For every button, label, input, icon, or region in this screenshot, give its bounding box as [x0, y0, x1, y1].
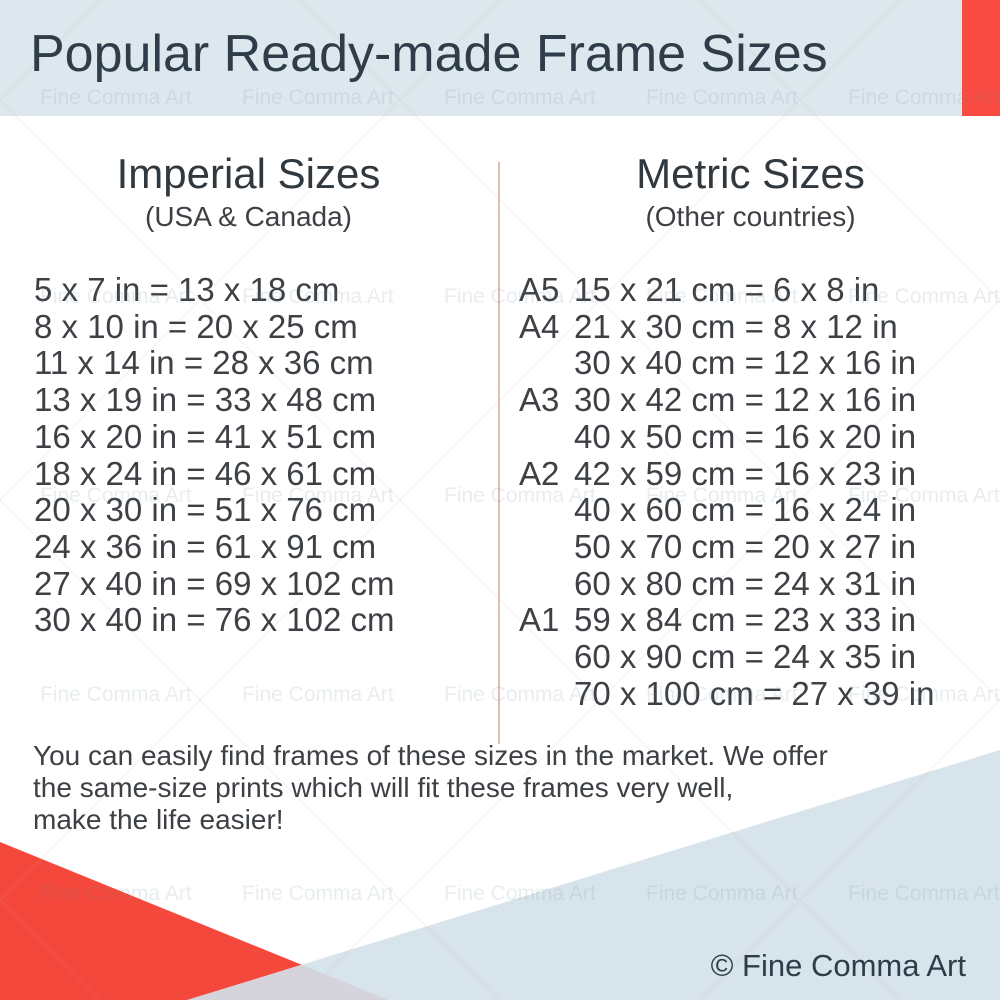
blue-triangle-bottom [187, 750, 1000, 1000]
metric-column: Metric Sizes (Other countries) [501, 150, 1000, 233]
imperial-size-row: 11 x 14 in = 28 x 36 cm [34, 344, 374, 382]
imperial-subheading: (USA & Canada) [145, 201, 352, 232]
imperial-size-row: 8 x 10 in = 20 x 25 cm [34, 307, 358, 345]
size-conversion: 60 x 90 cm = 24 x 35 in [574, 638, 917, 676]
metric-size-row: 40 x 60 cm = 16 x 24 in [519, 491, 934, 529]
imperial-size-row: 27 x 40 in = 69 x 102 cm [34, 564, 395, 602]
size-conversion: 70 x 100 cm = 27 x 39 in [574, 674, 935, 712]
metric-size-row: A4 21 x 30 cm = 8 x 12 in [519, 307, 934, 346]
note-line: You can easily find frames of these size… [33, 740, 828, 771]
imperial-size-row: 30 x 40 in = 76 x 102 cm [34, 601, 395, 639]
metric-size-row: 70 x 100 cm = 27 x 39 in [519, 674, 935, 713]
size-conversion: 60 x 80 cm = 24 x 31 in [574, 564, 917, 602]
size-conversion: 59 x 84 cm = 23 x 33 in [574, 601, 917, 639]
paper-size-label: A3 [519, 381, 560, 419]
header-band [0, 0, 1000, 116]
metric-size-row: A5 15 x 21 cm = 6 x 8 in [519, 271, 934, 309]
size-conversion: 42 x 59 cm = 16 x 23 in [574, 454, 917, 492]
size-conversion: 40 x 60 cm = 16 x 24 in [574, 491, 917, 529]
size-conversion: 30 x 40 cm = 12 x 16 in [574, 344, 917, 382]
metric-size-row: 40 x 50 cm = 16 x 20 in [519, 417, 934, 456]
size-conversion: 21 x 30 cm = 8 x 12 in [574, 307, 898, 345]
imperial-size-row: 16 x 20 in = 41 x 51 cm [34, 417, 377, 455]
imperial-size-row: 18 x 24 in = 46 x 61 cm [34, 454, 377, 492]
imperial-size-row: 24 x 36 in = 61 x 91 cm [34, 527, 377, 565]
paper-size-label: A4 [519, 307, 560, 345]
paper-size-label: A2 [519, 454, 560, 492]
size-conversion: 50 x 70 cm = 20 x 27 in [574, 527, 917, 565]
size-conversion: 30 x 42 cm = 12 x 16 in [574, 381, 917, 419]
column-divider [498, 162, 500, 744]
copyright-text: © Fine Comma Art [710, 948, 966, 983]
paper-size-label: A1 [519, 601, 560, 639]
red-triangle-bottom [0, 842, 388, 1000]
metric-subheading: (Other countries) [645, 201, 856, 232]
paper-size-label: A5 [519, 271, 560, 308]
imperial-size-list: 5 x 7 in = 13 x 18 cm 8 x 10 in = 20 x 25… [34, 271, 395, 639]
size-conversion: 15 x 21 cm = 6 x 8 in [574, 271, 880, 308]
shape-overlap [187, 965, 388, 1000]
imperial-size-row: 20 x 30 in = 51 x 76 cm [34, 491, 377, 529]
metric-heading: Metric Sizes [636, 150, 865, 197]
note-line: make the life easier! [33, 803, 284, 835]
metric-size-row: 60 x 90 cm = 24 x 35 in [519, 638, 934, 676]
imperial-column: Imperial Sizes (USA & Canada) [0, 150, 497, 233]
page-title: Popular Ready-made Frame Sizes [30, 25, 828, 83]
note-paragraph: You can easily find frames of these size… [33, 740, 828, 835]
red-accent-top [962, 0, 1000, 116]
metric-size-row: 60 x 80 cm = 24 x 31 in [519, 564, 934, 603]
metric-size-row: 30 x 40 cm = 12 x 16 in [519, 345, 934, 382]
imperial-heading: Imperial Sizes [116, 150, 381, 197]
metric-size-row: A2 42 x 59 cm = 16 x 23 in [519, 454, 934, 493]
metric-size-row: A1 59 x 84 cm = 23 x 33 in [519, 601, 934, 639]
size-conversion: 40 x 50 cm = 16 x 20 in [574, 417, 917, 455]
metric-size-row: A3 30 x 42 cm = 12 x 16 in [519, 381, 934, 419]
note-line: the same-size prints which will fit thes… [33, 771, 734, 803]
imperial-size-row: 13 x 19 in = 33 x 48 cm [34, 381, 377, 419]
imperial-size-row: 5 x 7 in = 13 x 18 cm [34, 271, 340, 308]
metric-size-row: 50 x 70 cm = 20 x 27 in [519, 527, 934, 566]
metric-size-list: A5 15 x 21 cm = 6 x 8 in A4 21 x 30 cm = 8 … [519, 271, 935, 713]
